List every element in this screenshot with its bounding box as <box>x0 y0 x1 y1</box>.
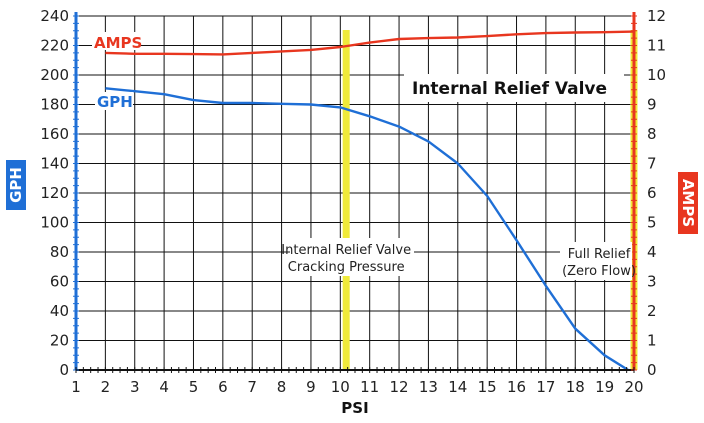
y-right-tick-label: 6 <box>647 184 657 202</box>
y-left-tick-label: 0 <box>59 361 69 379</box>
tick-labels: 1 2 3 4 5 6 7 8 9 10 11 12 13 14 15 16 17 18 19 20020406080… <box>40 7 666 396</box>
y-right-tick-label: 5 <box>647 214 657 232</box>
y-right-tick-label: 3 <box>647 273 657 291</box>
chart-title-bg <box>404 74 624 102</box>
x-tick-label: 11 <box>360 378 379 396</box>
y-left-tick-label: 200 <box>40 66 69 84</box>
x-tick-label: 9 <box>306 378 316 396</box>
y-right-title: AMPS <box>679 179 697 227</box>
x-tick-label: 10 <box>331 378 350 396</box>
y-left-tick-label: 220 <box>40 37 69 55</box>
x-tick-label: 7 <box>247 378 257 396</box>
y-right-tick-label: 9 <box>647 96 657 114</box>
grid <box>75 15 635 371</box>
y-right-tick-label: 4 <box>647 243 657 261</box>
series-lines <box>105 30 635 372</box>
x-tick-label: 20 <box>624 378 643 396</box>
y-left-title-badge <box>6 160 26 210</box>
chart-title: Internal Relief Valve <box>412 79 607 99</box>
marker-annotation: Internal Relief Valve <box>281 243 411 258</box>
x-tick-label: 6 <box>218 378 228 396</box>
marker-annotation: Full Relief <box>568 247 631 262</box>
y-right-tick-label: 2 <box>647 302 657 320</box>
x-tick-label: 14 <box>448 378 467 396</box>
x-axis-title: PSI <box>341 399 368 417</box>
y-right-title-badge <box>678 172 698 234</box>
series-label-bg <box>92 32 140 50</box>
y-right-tick-label: 10 <box>647 66 666 84</box>
x-tick-label: 4 <box>159 378 169 396</box>
y-right-tick-label: 7 <box>647 155 657 173</box>
series-label-gph: GPH <box>97 93 133 111</box>
y-left-tick-label: 100 <box>40 214 69 232</box>
marker-annotation: (Zero Flow) <box>562 264 636 279</box>
x-tick-label: 17 <box>536 378 555 396</box>
marker-annotation-bg <box>290 238 414 276</box>
x-tick-label: 2 <box>101 378 111 396</box>
x-tick-label: 5 <box>189 378 199 396</box>
x-tick-label: 19 <box>595 378 614 396</box>
x-tick-label: 15 <box>478 378 497 396</box>
y-right-tick-label: 0 <box>647 361 657 379</box>
marker-annotation: Cracking Pressure <box>288 260 405 275</box>
y-right-tick-label: 12 <box>647 7 666 25</box>
x-tick-label: 13 <box>419 378 438 396</box>
y-left-tick-label: 20 <box>50 332 69 350</box>
series-line-amps <box>105 30 635 56</box>
x-tick-label: 18 <box>566 378 585 396</box>
axes <box>73 12 637 373</box>
y-left-tick-label: 180 <box>40 96 69 114</box>
y-left-tick-label: 80 <box>50 243 69 261</box>
x-tick-label: 3 <box>130 378 140 396</box>
y-left-tick-label: 160 <box>40 125 69 143</box>
y-left-tick-label: 40 <box>50 302 69 320</box>
marker-annotation-bg <box>560 242 632 280</box>
x-tick-label: 16 <box>507 378 526 396</box>
x-tick-label: 1 <box>71 378 81 396</box>
y-left-title: GPH <box>7 167 25 203</box>
y-right-tick-label: 8 <box>647 125 657 143</box>
y-left-tick-label: 140 <box>40 155 69 173</box>
y-left-tick-label: 120 <box>40 184 69 202</box>
y-left-tick-label: 60 <box>50 273 69 291</box>
series-label-bg <box>95 92 133 110</box>
x-tick-label: 8 <box>277 378 287 396</box>
labels: PSI GPH AMPS AMPS GPH Internal Relief Valve In… <box>6 32 698 417</box>
y-right-tick-label: 11 <box>647 37 666 55</box>
series-line-gph <box>105 87 629 372</box>
y-right-tick-label: 1 <box>647 332 657 350</box>
series-label-amps: AMPS <box>94 34 142 52</box>
y-left-tick-label: 240 <box>40 7 69 25</box>
x-tick-label: 12 <box>390 378 409 396</box>
